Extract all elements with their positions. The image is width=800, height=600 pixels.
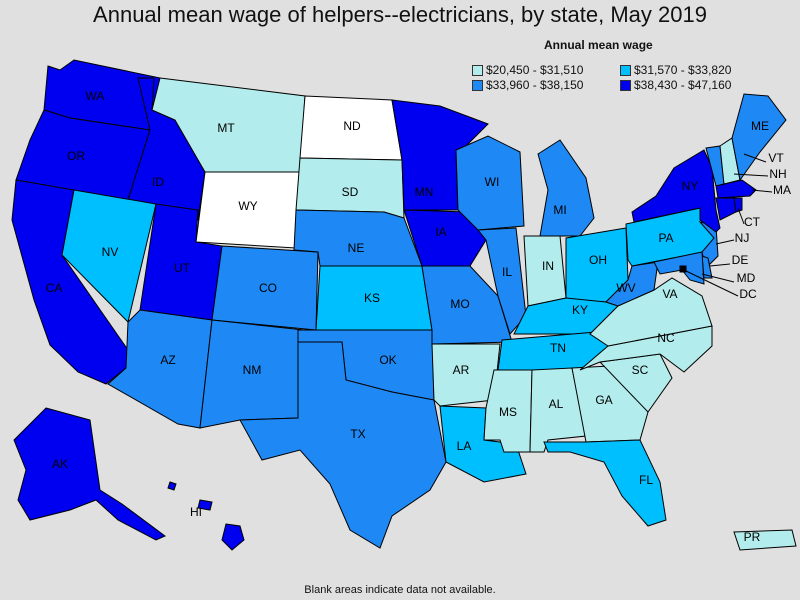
state-label-me: ME <box>751 119 769 133</box>
legend-item-4: $38,430 - $47,160 <box>620 78 731 92</box>
state-label-dc: DC <box>739 287 757 301</box>
state-label-ms: MS <box>499 405 517 419</box>
state-label-va: VA <box>662 287 677 301</box>
state-ar[interactable] <box>431 343 501 407</box>
legend-label-3: $33,960 - $38,150 <box>486 78 584 92</box>
state-label-nc: NC <box>657 331 675 345</box>
state-ia[interactable] <box>403 209 487 267</box>
state-label-tn: TN <box>550 341 566 355</box>
legend-swatch-2 <box>620 64 631 76</box>
state-labels: WA OR CA ID NV UT AZ MT WY CO NM ND SD NE KS OK TX MN IA MO… <box>46 89 791 544</box>
state-tx[interactable] <box>239 341 447 549</box>
state-label-ut: UT <box>174 261 191 275</box>
state-md[interactable] <box>653 251 705 285</box>
legend-item-1: $20,450 - $31,510 <box>472 63 583 77</box>
state-label-nv: NV <box>102 245 119 259</box>
state-label-ks: KS <box>364 291 380 305</box>
state-wi[interactable] <box>455 135 525 231</box>
state-label-ca: CA <box>46 281 63 295</box>
state-label-oh: OH <box>589 253 607 267</box>
state-label-ne: NE <box>348 241 365 255</box>
state-label-ok: OK <box>379 353 396 367</box>
state-label-nh: NH <box>769 167 786 181</box>
state-label-ia: IA <box>435 225 446 239</box>
state-label-sd: SD <box>342 185 359 199</box>
state-label-la: LA <box>457 439 472 453</box>
legend-label-2: $31,570 - $33,820 <box>634 63 732 77</box>
legend-label-1: $20,450 - $31,510 <box>486 63 584 77</box>
state-label-fl: FL <box>639 473 653 487</box>
legend-swatch-3 <box>472 79 483 91</box>
state-label-in: IN <box>542 259 554 273</box>
legend-swatch-4 <box>620 79 631 91</box>
state-label-md: MD <box>737 271 756 285</box>
state-ak[interactable] <box>13 407 166 541</box>
state-label-wy: WY <box>238 199 257 213</box>
state-label-ma: MA <box>773 183 791 197</box>
state-label-ak: AK <box>52 457 68 471</box>
state-label-de: DE <box>732 253 749 267</box>
state-label-mi: MI <box>553 203 566 217</box>
state-label-ct: CT <box>744 215 761 229</box>
legend-swatch-1 <box>472 64 483 76</box>
state-label-ga: GA <box>595 393 612 407</box>
state-label-nj: NJ <box>735 231 750 245</box>
state-label-al: AL <box>549 397 564 411</box>
state-label-id: ID <box>152 175 164 189</box>
state-label-sc: SC <box>632 363 649 377</box>
state-label-nm: NM <box>243 363 262 377</box>
state-label-or: OR <box>67 149 85 163</box>
state-label-wi: WI <box>485 175 500 189</box>
state-label-wv: WV <box>616 281 635 295</box>
state-hi[interactable] <box>167 481 245 551</box>
state-label-nd: ND <box>343 119 361 133</box>
state-label-ky: KY <box>572 303 588 317</box>
state-label-hi: HI <box>190 505 202 519</box>
state-az[interactable] <box>107 309 213 429</box>
state-label-pa: PA <box>658 231 673 245</box>
state-label-ar: AR <box>453 363 470 377</box>
state-label-mo: MO <box>450 297 469 311</box>
leader-lines <box>683 153 773 297</box>
state-ny[interactable] <box>631 149 721 233</box>
state-ri[interactable] <box>733 197 743 213</box>
state-mi[interactable] <box>537 139 595 237</box>
state-label-il: IL <box>502 265 512 279</box>
legend-item-3: $33,960 - $38,150 <box>472 78 583 92</box>
state-nc[interactable] <box>579 325 713 373</box>
state-label-co: CO <box>259 281 277 295</box>
state-fl[interactable] <box>543 439 667 527</box>
state-label-ny: NY <box>682 179 699 193</box>
state-label-tx: TX <box>350 427 365 441</box>
legend-title: Annual mean wage <box>544 38 653 52</box>
state-il[interactable] <box>477 227 527 335</box>
footnote: Blank areas indicate data not available. <box>304 584 496 596</box>
dc-marker <box>680 266 686 272</box>
state-label-mn: MN <box>415 185 434 199</box>
state-label-pr: PR <box>744 530 761 544</box>
state-ct[interactable] <box>715 197 737 221</box>
legend: Annual mean wage $20,450 - $31,510 $31,5… <box>470 38 800 98</box>
legend-item-2: $31,570 - $33,820 <box>620 63 731 77</box>
map-title: Annual mean wage of helpers--electrician… <box>93 2 707 27</box>
legend-label-4: $38,430 - $47,160 <box>634 78 732 92</box>
state-pr[interactable] <box>733 529 797 551</box>
state-label-wa: WA <box>86 89 105 103</box>
state-label-az: AZ <box>160 353 175 367</box>
state-label-vt: VT <box>768 151 784 165</box>
state-ma[interactable] <box>715 179 757 199</box>
state-label-mt: MT <box>217 121 235 135</box>
